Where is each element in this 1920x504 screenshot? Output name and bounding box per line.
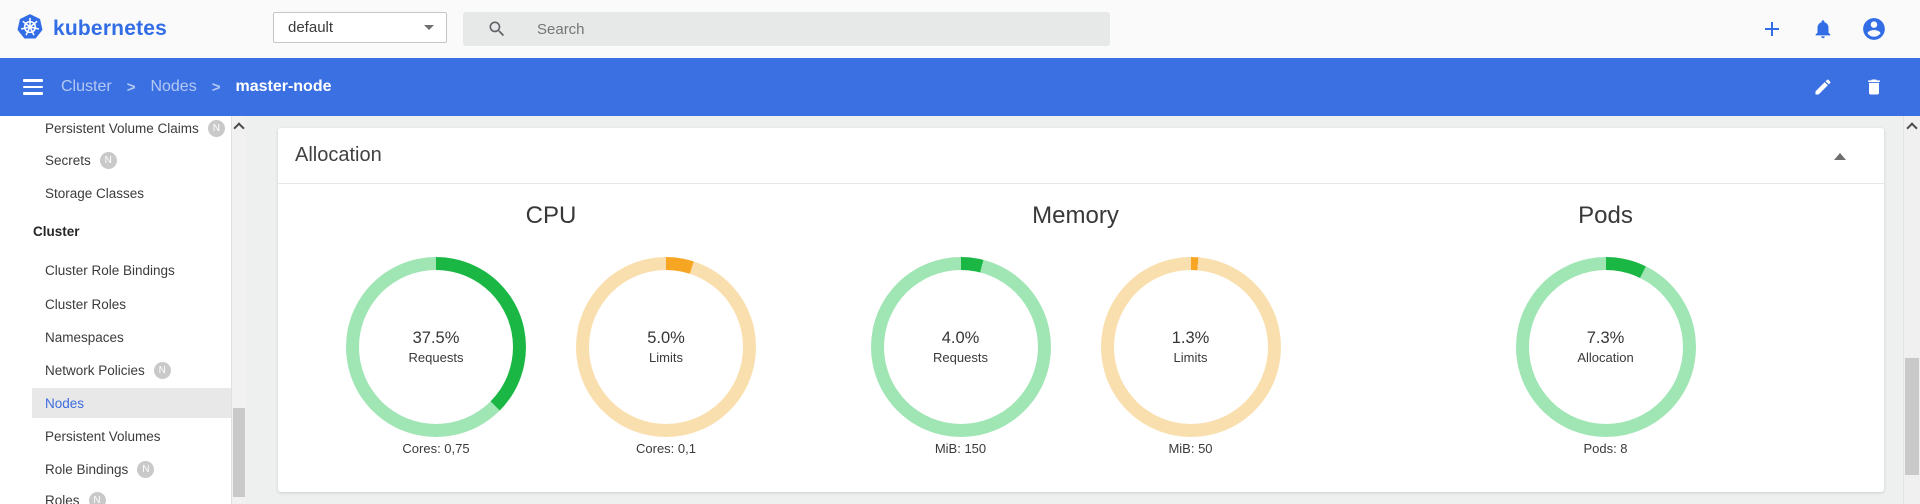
cpu-limits-chart: 5.0% Limits Cores: 0,1 <box>576 257 756 456</box>
chart-footer: Pods: 8 <box>1583 441 1628 456</box>
allocation-charts: CPU 37.5% Requests Cores: 0,75 <box>278 184 1884 456</box>
donut-chart: 4.0% Requests <box>870 257 1051 437</box>
content-area: Persistent Volume Claims N Secrets N Sto… <box>0 116 1920 504</box>
page-scrollbar-thumb[interactable] <box>1905 358 1919 475</box>
allocation-card: Allocation CPU 37.5% Requests Cores: 0,7… <box>278 128 1884 492</box>
breadcrumb: Cluster > Nodes > master-node <box>61 78 332 96</box>
sidebar-item-nodes[interactable]: Nodes <box>32 388 231 418</box>
sidebar-item-cluster-role-bindings[interactable]: Cluster Role Bindings <box>45 263 175 278</box>
top-app-bar: kubernetes default <box>0 0 1920 58</box>
kubernetes-logo[interactable]: kubernetes <box>16 0 167 58</box>
search-bar[interactable] <box>463 12 1110 46</box>
edit-button[interactable] <box>1801 65 1845 109</box>
allocation-card-header: Allocation <box>278 128 1884 184</box>
sidebar-nav: Persistent Volume Claims N Secrets N Sto… <box>0 116 231 504</box>
memory-requests-chart: 4.0% Requests MiB: 150 <box>870 257 1051 456</box>
namespace-value: default <box>288 19 334 36</box>
namespaced-badge: N <box>137 461 155 478</box>
sidebar-item-storage-classes[interactable]: Storage Classes <box>45 186 145 201</box>
breadcrumb-cluster[interactable]: Cluster <box>61 78 112 95</box>
scroll-up-icon[interactable] <box>233 122 245 134</box>
kubernetes-helm-icon <box>16 13 44 46</box>
scroll-up-icon[interactable] <box>1906 122 1918 134</box>
chart-footer: Cores: 0,75 <box>402 441 470 456</box>
namespaced-badge: N <box>153 362 171 379</box>
donut-chart: 1.3% Limits <box>1100 257 1281 437</box>
sidebar-item-persistent-volume-claims[interactable]: Persistent Volume Claims N <box>0 116 231 145</box>
namespaced-badge: N <box>207 120 225 137</box>
chevron-down-icon <box>424 25 434 30</box>
search-icon <box>489 21 505 37</box>
memory-title: Memory <box>1032 202 1119 229</box>
account-button[interactable] <box>1852 7 1896 51</box>
namespace-selector[interactable]: default <box>273 12 447 43</box>
donut-chart: 7.3% Allocation <box>1515 257 1696 437</box>
sidebar-item-cluster-roles[interactable]: Cluster Roles <box>45 297 127 312</box>
menu-button[interactable] <box>23 79 43 95</box>
plus-icon <box>1765 22 1779 36</box>
cpu-title: CPU <box>525 202 577 229</box>
sidebar-item-role-bindings[interactable]: Role Bindings N <box>0 453 231 486</box>
collapse-card-icon[interactable] <box>1834 153 1846 160</box>
account-circle-icon <box>1863 18 1885 40</box>
card-title: Allocation <box>295 144 382 166</box>
namespaced-badge: N <box>88 492 106 504</box>
pencil-icon <box>1815 79 1831 95</box>
sidebar-section-cluster: Cluster <box>33 224 80 239</box>
breadcrumb-bar: Cluster > Nodes > master-node <box>0 58 1920 116</box>
sidebar-item-secrets[interactable]: Secrets N <box>0 144 231 177</box>
sidebar-item-persistent-volumes[interactable]: Persistent Volumes <box>45 429 161 444</box>
delete-button[interactable] <box>1852 65 1896 109</box>
breadcrumb-separator: > <box>211 78 221 96</box>
notifications-button[interactable] <box>1801 7 1845 51</box>
pods-allocation-chart: 7.3% Allocation Pods: 8 <box>1515 257 1696 456</box>
breadcrumb-nodes[interactable]: Nodes <box>150 78 197 95</box>
create-resource-button[interactable] <box>1750 7 1794 51</box>
cpu-allocation-group: CPU 37.5% Requests Cores: 0,75 <box>278 184 824 456</box>
chart-footer: Cores: 0,1 <box>636 441 696 456</box>
cpu-requests-chart: 37.5% Requests Cores: 0,75 <box>346 257 526 456</box>
pods-title: Pods <box>1578 202 1633 229</box>
trash-icon <box>1868 79 1880 95</box>
sidebar-scrollbar-thumb[interactable] <box>233 408 245 497</box>
breadcrumb-separator: > <box>126 78 136 96</box>
hamburger-icon <box>23 79 43 82</box>
memory-limits-chart: 1.3% Limits MiB: 50 <box>1100 257 1281 456</box>
donut-chart: 37.5% Requests <box>346 257 526 437</box>
sidebar-item-namespaces[interactable]: Namespaces <box>45 330 124 345</box>
sidebar-item-roles[interactable]: Roles N <box>0 484 231 504</box>
namespaced-badge: N <box>99 152 117 169</box>
brand-wordmark: kubernetes <box>53 17 168 40</box>
bell-icon <box>1815 20 1831 39</box>
chart-footer: MiB: 50 <box>1168 441 1213 456</box>
sidebar-scrollbar[interactable] <box>231 116 246 504</box>
memory-allocation-group: Memory 4.0% Requests MiB: 150 <box>824 184 1327 456</box>
search-input[interactable] <box>537 20 1037 38</box>
donut-chart: 5.0% Limits <box>576 257 756 437</box>
page-title: master-node <box>235 78 332 95</box>
sidebar-item-network-policies[interactable]: Network Policies N <box>0 354 231 387</box>
pods-allocation-group: Pods 7.3% Allocation Pods: 8 <box>1327 184 1884 456</box>
chart-footer: MiB: 150 <box>934 441 987 456</box>
page-scrollbar[interactable] <box>1903 116 1920 504</box>
